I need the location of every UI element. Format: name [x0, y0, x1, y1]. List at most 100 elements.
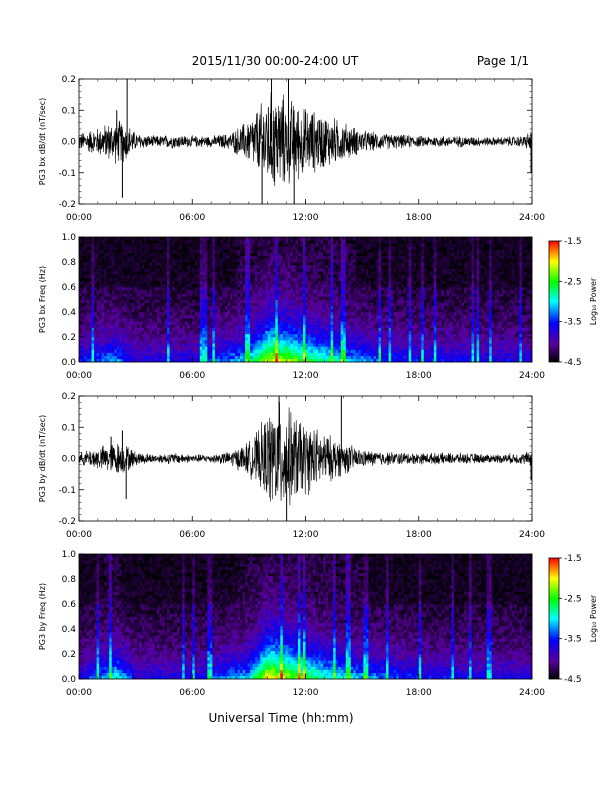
spectrogram-cell [187, 296, 190, 299]
spectrogram-cell [175, 321, 178, 324]
spectrogram-cell [107, 262, 110, 265]
spectrogram-cell [361, 250, 364, 253]
spectrogram-cell [207, 331, 210, 334]
spectrogram-cell [152, 278, 155, 281]
spectrogram-cell [275, 321, 278, 324]
spectrogram-cell [89, 309, 92, 312]
spectrogram-cell [205, 256, 208, 259]
spectrogram-cell [250, 290, 253, 293]
spectrogram-cell [338, 331, 341, 334]
spectrogram-cell [134, 334, 137, 337]
spectrogram-cell [300, 243, 303, 246]
spectrogram-cell [240, 265, 243, 268]
spectrogram-cell [132, 321, 135, 324]
spectrogram-cell [280, 290, 283, 293]
spectrogram-cell [197, 265, 200, 268]
spectrogram-cell [112, 296, 115, 299]
spectrogram-cell [373, 340, 376, 343]
spectrogram-cell [157, 350, 160, 353]
spectrogram-cell [298, 268, 301, 271]
spectrogram-cell [316, 309, 319, 312]
spectrogram-cell [117, 243, 120, 246]
spectrogram-cell [338, 237, 341, 240]
spectrogram-cell [195, 284, 198, 287]
spectrogram-cell [273, 300, 276, 303]
spectrogram-cell [227, 262, 230, 265]
spectrogram-cell [187, 268, 190, 271]
spectrogram-cell [87, 250, 90, 253]
spectrogram-cell [180, 321, 183, 324]
spectrogram-cell [333, 334, 336, 337]
spectrogram-cell [293, 296, 296, 299]
spectrogram-cell [323, 259, 326, 262]
spectrogram-cell [187, 265, 190, 268]
spectrogram-cell [102, 325, 105, 328]
spectrogram-cell [182, 343, 185, 346]
spectrogram-cell [376, 243, 379, 246]
spectrogram-cell [107, 243, 110, 246]
spectrogram-cell [94, 334, 97, 337]
spectrogram-cell [245, 312, 248, 315]
spectrogram-cell [84, 290, 87, 293]
spectrogram-cell [152, 287, 155, 290]
spectrogram-cell [356, 243, 359, 246]
spectrogram-cell [117, 303, 120, 306]
spectrogram-cell [212, 237, 215, 240]
spectrogram-cell [172, 331, 175, 334]
spectrogram-cell [326, 353, 329, 356]
spectrogram-cell [139, 259, 142, 262]
spectrogram-cell [190, 293, 193, 296]
spectrogram-cell [137, 321, 140, 324]
spectrogram-cell [258, 256, 261, 259]
spectrogram-cell [119, 306, 122, 309]
spectrogram-cell [217, 268, 220, 271]
spectrogram-cell [243, 287, 246, 290]
spectrogram-cell [147, 337, 150, 340]
spectrogram-cell [258, 265, 261, 268]
spectrogram-cell [313, 250, 316, 253]
spectrogram-cell [97, 284, 100, 287]
spectrogram-cell [195, 303, 198, 306]
spectrogram-cell [124, 315, 127, 318]
spectrogram-cell [346, 293, 349, 296]
spectrogram-cell [343, 259, 346, 262]
spectrogram-cell [165, 253, 168, 256]
spectrogram-cell [187, 334, 190, 337]
spectrogram-cell [361, 290, 364, 293]
spectrogram-cell [260, 287, 263, 290]
spectrogram-cell [341, 253, 344, 256]
spectrogram-cell [353, 312, 356, 315]
spectrogram-cell [104, 306, 107, 309]
spectrogram-cell [233, 275, 236, 278]
spectrogram-cell [268, 303, 271, 306]
spectrogram-cell [306, 284, 309, 287]
spectrogram-cell [290, 306, 293, 309]
spectrogram-cell [165, 337, 168, 340]
spectrogram-cell [84, 262, 87, 265]
spectrogram-cell [197, 284, 200, 287]
spectrogram-cell [144, 356, 147, 359]
spectrogram-cell [300, 306, 303, 309]
spectrogram-cell [167, 312, 170, 315]
spectrogram-cell [175, 287, 178, 290]
spectrogram-cell [177, 356, 180, 359]
spectrogram-cell [283, 350, 286, 353]
spectrogram-cell [363, 334, 366, 337]
spectrogram-cell [353, 290, 356, 293]
spectrogram-cell [162, 262, 165, 265]
spectrogram-cell [346, 262, 349, 265]
spectrogram-cell [149, 290, 152, 293]
spectrogram-cell [273, 315, 276, 318]
spectrogram-cell [263, 278, 266, 281]
spectrogram-cell [268, 315, 271, 318]
spectrogram-cell [104, 287, 107, 290]
spectrogram-cell [238, 293, 241, 296]
spectrogram-cell [308, 287, 311, 290]
spectrogram-cell [258, 343, 261, 346]
spectrogram-cell [303, 337, 306, 340]
spectrogram-cell [220, 281, 223, 284]
spectrogram-cell [260, 321, 263, 324]
spectrogram-cell [248, 259, 251, 262]
spectrogram-cell [182, 259, 185, 262]
spectrogram-cell [381, 334, 384, 337]
